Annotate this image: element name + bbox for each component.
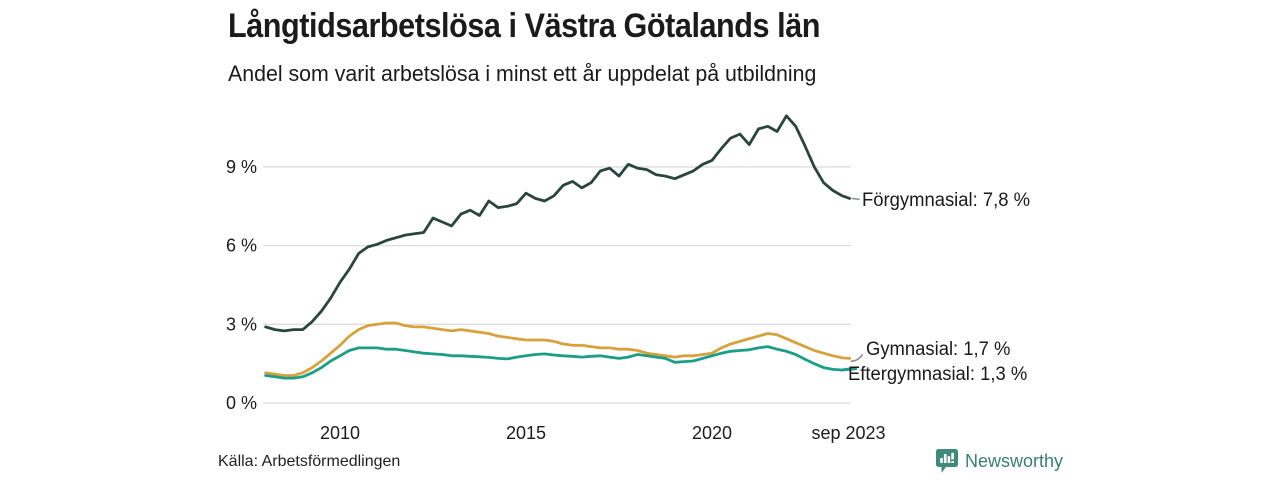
- y-tick-label: 3 %: [226, 314, 257, 334]
- x-tick-label: 2020: [692, 423, 732, 443]
- y-tick-label: 0 %: [226, 393, 257, 413]
- series-line-gymnasial: [264, 321, 851, 377]
- page-title: Långtidsarbetslösa i Västra Götalands lä…: [228, 7, 821, 45]
- series-label-gymnasial: Gymnasial: 1,7 %: [866, 339, 1011, 360]
- x-tick-label: 2010: [320, 423, 360, 443]
- chart-subtitle: Andel som varit arbetslösa i minst ett å…: [228, 61, 817, 86]
- y-tick-label: 6 %: [226, 236, 257, 256]
- connector-eftergymnasial: [841, 367, 858, 372]
- series-label-eftergymnasial: Eftergymnasial: 1,3 %: [848, 364, 1028, 385]
- series-line-förgymnasial: [264, 114, 851, 333]
- connector-gymnasial: [850, 354, 864, 363]
- newsworthy-wordmark: Newsworthy: [965, 450, 1064, 471]
- x-tick-label: sep 2023: [811, 423, 885, 443]
- newsworthy-chart-bubble-icon: [936, 449, 958, 473]
- source-credit: Källa: Arbetsförmedlingen: [218, 453, 401, 470]
- y-tick-label: 9 %: [226, 157, 257, 177]
- connector-forgymnasial: [851, 197, 860, 201]
- series-label-forgymnasial: Förgymnasial: 7,8 %: [862, 190, 1030, 211]
- x-tick-label: 2015: [506, 423, 546, 443]
- series-line-eftergymnasial: [264, 345, 851, 380]
- newsworthy-logo[interactable]: Newsworthy: [936, 449, 1063, 473]
